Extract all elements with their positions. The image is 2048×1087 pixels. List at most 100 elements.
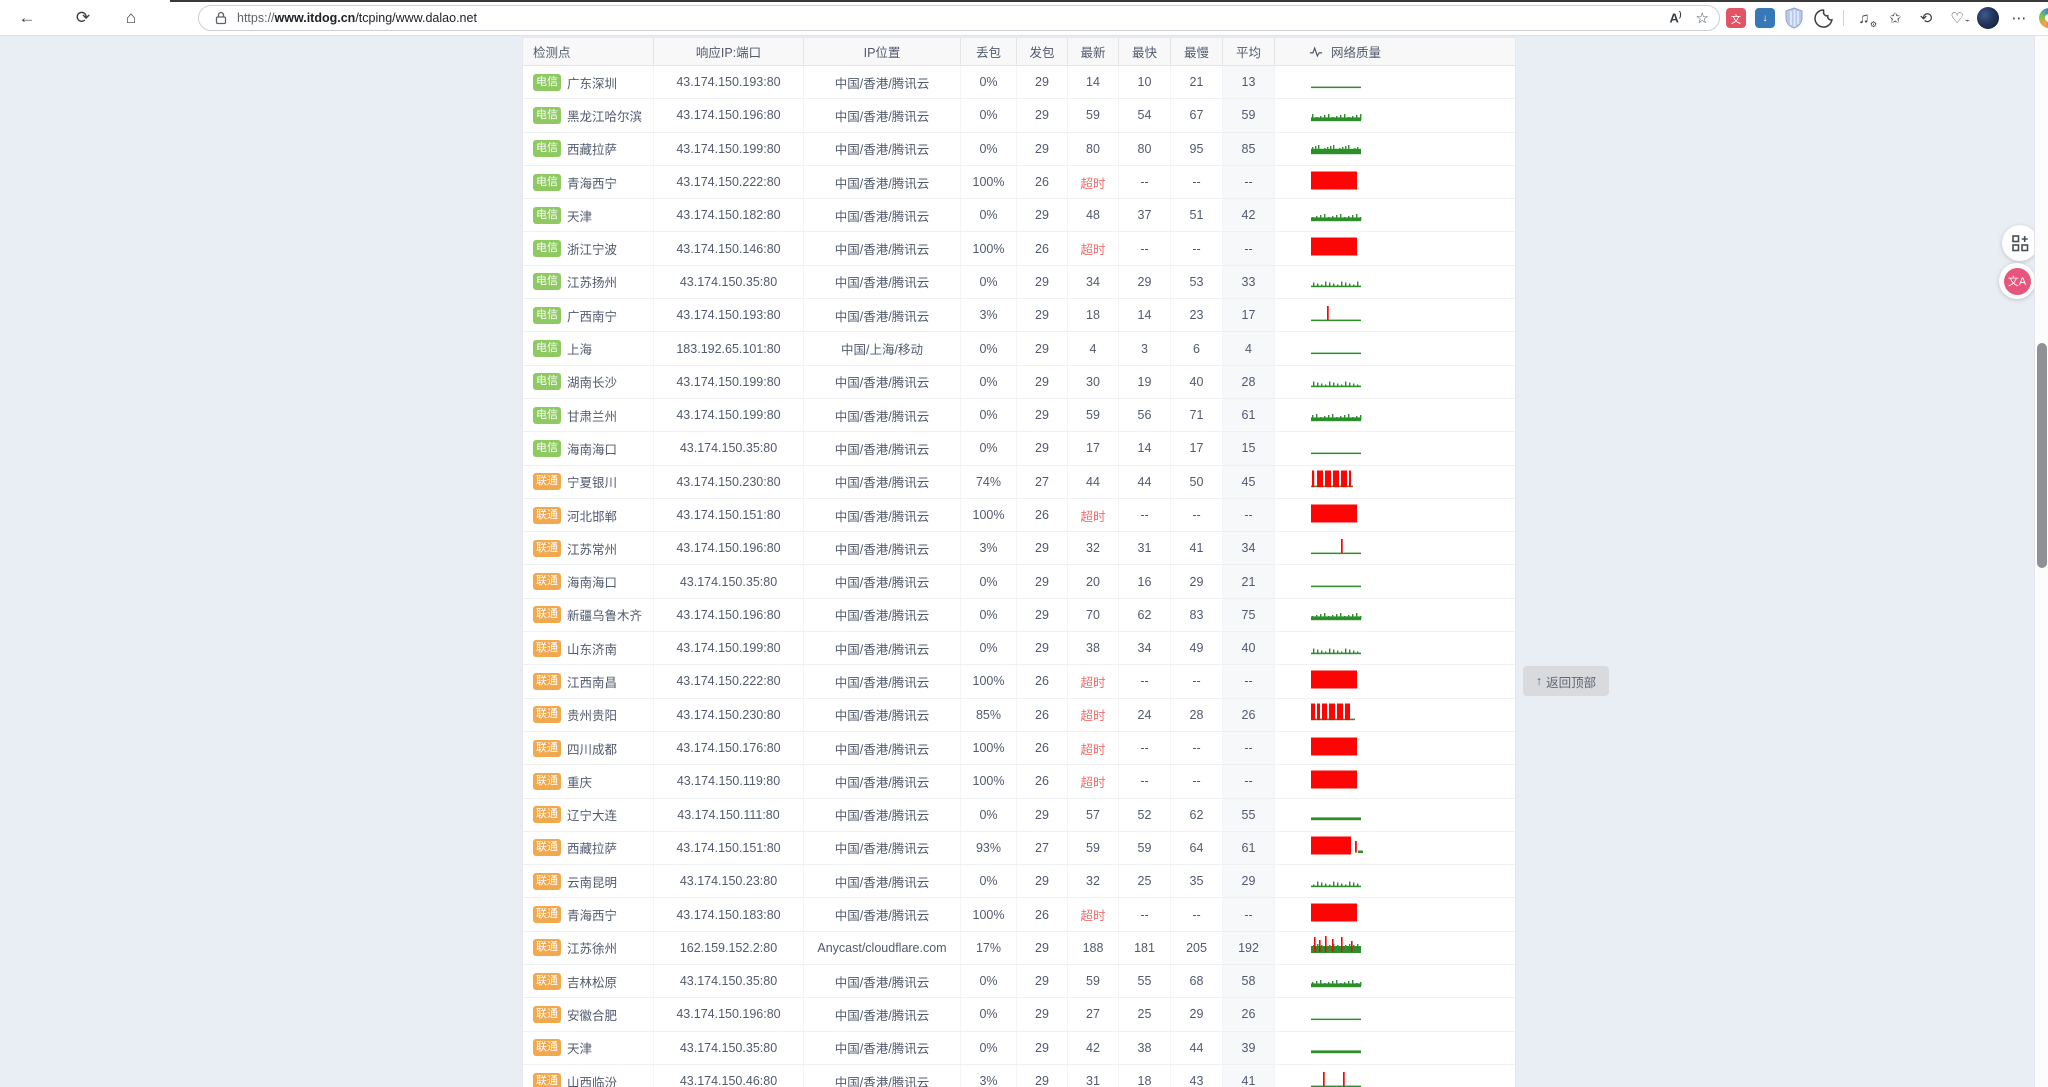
url-domain: www.itdog.cn <box>274 11 356 25</box>
media-extension-icon[interactable]: ♫ ⚙ <box>1858 9 1877 30</box>
latest-cell: 59 <box>1068 99 1119 132</box>
slowest-cell: -- <box>1171 665 1223 698</box>
collections-icon[interactable]: ✩ <box>1888 10 1902 27</box>
ip-cell: 43.174.150.230:80 <box>654 465 804 498</box>
widget-grid-button[interactable] <box>2002 225 2038 261</box>
slowest-cell: -- <box>1171 498 1223 532</box>
translate-float-button[interactable]: 文A <box>1999 263 2035 299</box>
latest-cell: 57 <box>1068 798 1119 831</box>
node-cell: 联通 重庆 <box>523 765 654 798</box>
isp-tag: 联通 <box>533 1039 561 1057</box>
ip-cell: 43.174.150.111:80 <box>654 798 804 831</box>
node-cell: 电信 黑龙江哈尔滨 <box>523 99 654 132</box>
copilot-icon[interactable] <box>2039 8 2048 28</box>
location-cell: 中国/香港/腾讯云 <box>804 998 961 1031</box>
more-menu-icon[interactable]: ⋯ <box>2011 10 2027 27</box>
location-cell: 中国/香港/腾讯云 <box>804 498 961 532</box>
latest-cell: 超时 <box>1068 232 1119 265</box>
download-extension-icon[interactable]: ↓ <box>1755 8 1775 28</box>
quality-cell <box>1275 765 1515 797</box>
loss-cell: 0% <box>961 132 1017 165</box>
fastest-cell: 24 <box>1119 698 1171 731</box>
back-to-top-label: 返回顶部 <box>1546 675 1597 690</box>
scrollbar-thumb[interactable] <box>2037 343 2047 568</box>
cookie-extension-icon[interactable] <box>1813 8 1834 29</box>
quality-cell <box>1275 1032 1515 1064</box>
avg-cell: -- <box>1223 731 1275 765</box>
isp-tag: 联通 <box>533 1072 561 1087</box>
read-aloud-icon[interactable]: A) <box>1669 10 1682 26</box>
slowest-cell: 51 <box>1171 199 1223 232</box>
node-name: 江苏扬州 <box>567 276 618 291</box>
quality-sparkline <box>1309 469 1369 494</box>
window-top-edge <box>170 0 2048 2</box>
location-cell: 中国/香港/腾讯云 <box>804 132 961 165</box>
loss-cell: 0% <box>961 265 1017 299</box>
quality-sparkline <box>1309 1035 1369 1060</box>
ip-cell: 43.174.150.199:80 <box>654 398 804 432</box>
sent-cell: 29 <box>1017 365 1068 398</box>
table-row: 联通 山东济南 43.174.150.199:80 中国/香港/腾讯云 0% 29 38 34… <box>523 632 1515 666</box>
loss-cell: 3% <box>961 532 1017 565</box>
avg-cell: -- <box>1223 498 1275 532</box>
quality-cell <box>1275 399 1515 431</box>
quality-sparkline <box>1309 569 1369 594</box>
table-row: 电信 湖南长沙 43.174.150.199:80 中国/香港/腾讯云 0% 29 30 19… <box>523 365 1515 399</box>
loss-cell: 74% <box>961 465 1017 498</box>
table-row: 电信 广西南宁 43.174.150.193:80 中国/香港/腾讯云 3% 29 18 14… <box>523 299 1515 333</box>
avg-cell: -- <box>1223 232 1275 265</box>
ip-cell: 43.174.150.119:80 <box>654 765 804 798</box>
ip-cell: 43.174.150.35:80 <box>654 432 804 465</box>
translate-extension-icon[interactable]: 文 <box>1726 8 1746 28</box>
quality-cell <box>1275 998 1515 1030</box>
scrollbar-track[interactable] <box>2034 36 2048 1087</box>
latest-cell: 超时 <box>1068 165 1119 199</box>
history-icon[interactable]: ⟲ <box>1919 10 1933 27</box>
slowest-cell: -- <box>1171 898 1223 931</box>
sent-cell: 29 <box>1017 132 1068 165</box>
location-cell: 中国/香港/腾讯云 <box>804 99 961 132</box>
ip-cell: 43.174.150.199:80 <box>654 632 804 665</box>
quality-cell <box>1275 466 1515 498</box>
sent-cell: 29 <box>1017 632 1068 665</box>
back-to-top-button[interactable]: ↑ 返回顶部 <box>1523 666 1609 696</box>
home-button[interactable]: ⌂ <box>125 7 137 27</box>
fastest-cell: 14 <box>1119 432 1171 465</box>
node-cell: 联通 山西临汾 <box>523 1064 654 1087</box>
ip-cell: 43.174.150.196:80 <box>654 532 804 565</box>
address-bar[interactable]: https://www.itdog.cn/tcping/www.dalao.ne… <box>198 5 1720 31</box>
isp-tag: 联通 <box>533 839 561 857</box>
fastest-cell: 54 <box>1119 99 1171 132</box>
profile-avatar[interactable] <box>1977 7 1999 29</box>
quality-cell <box>1275 332 1515 364</box>
ip-cell: 43.174.150.199:80 <box>654 365 804 398</box>
url-text[interactable]: https://www.itdog.cn/tcping/www.dalao.ne… <box>237 11 1669 25</box>
favorite-star-icon[interactable]: ☆ <box>1695 10 1709 27</box>
node-cell: 联通 海南海口 <box>523 565 654 598</box>
slowest-cell: 29 <box>1171 998 1223 1031</box>
sent-cell: 29 <box>1017 99 1068 132</box>
ip-cell: 43.174.150.176:80 <box>654 731 804 765</box>
node-cell: 联通 吉林松原 <box>523 965 654 998</box>
loss-cell: 3% <box>961 1064 1017 1087</box>
node-name: 江西南昌 <box>567 675 618 690</box>
table-row: 联通 河北邯郸 43.174.150.151:80 中国/香港/腾讯云 100% 26 超时… <box>523 498 1515 533</box>
table-row: 联通 重庆 43.174.150.119:80 中国/香港/腾讯云 100% 26 超时 --… <box>523 765 1515 799</box>
isp-tag: 电信 <box>533 373 561 391</box>
fastest-cell: 29 <box>1119 265 1171 299</box>
browser-essentials-icon[interactable]: ♡ ⌁ <box>1950 10 1970 27</box>
latest-cell: 超时 <box>1068 731 1119 765</box>
reload-button[interactable]: ⟳ <box>75 7 91 27</box>
shield-extension-icon[interactable] <box>1784 7 1804 29</box>
slowest-cell: 17 <box>1171 432 1223 465</box>
latest-cell: 34 <box>1068 265 1119 299</box>
sent-cell: 29 <box>1017 1031 1068 1064</box>
slowest-cell: 64 <box>1171 831 1223 865</box>
avg-cell: 15 <box>1223 432 1275 465</box>
column-header: 发包 <box>1017 38 1068 65</box>
loss-cell: 0% <box>961 398 1017 432</box>
avg-cell: 13 <box>1223 66 1275 99</box>
isp-tag: 电信 <box>533 273 561 291</box>
quality-cell <box>1275 865 1515 897</box>
back-button[interactable]: ← <box>18 7 36 27</box>
